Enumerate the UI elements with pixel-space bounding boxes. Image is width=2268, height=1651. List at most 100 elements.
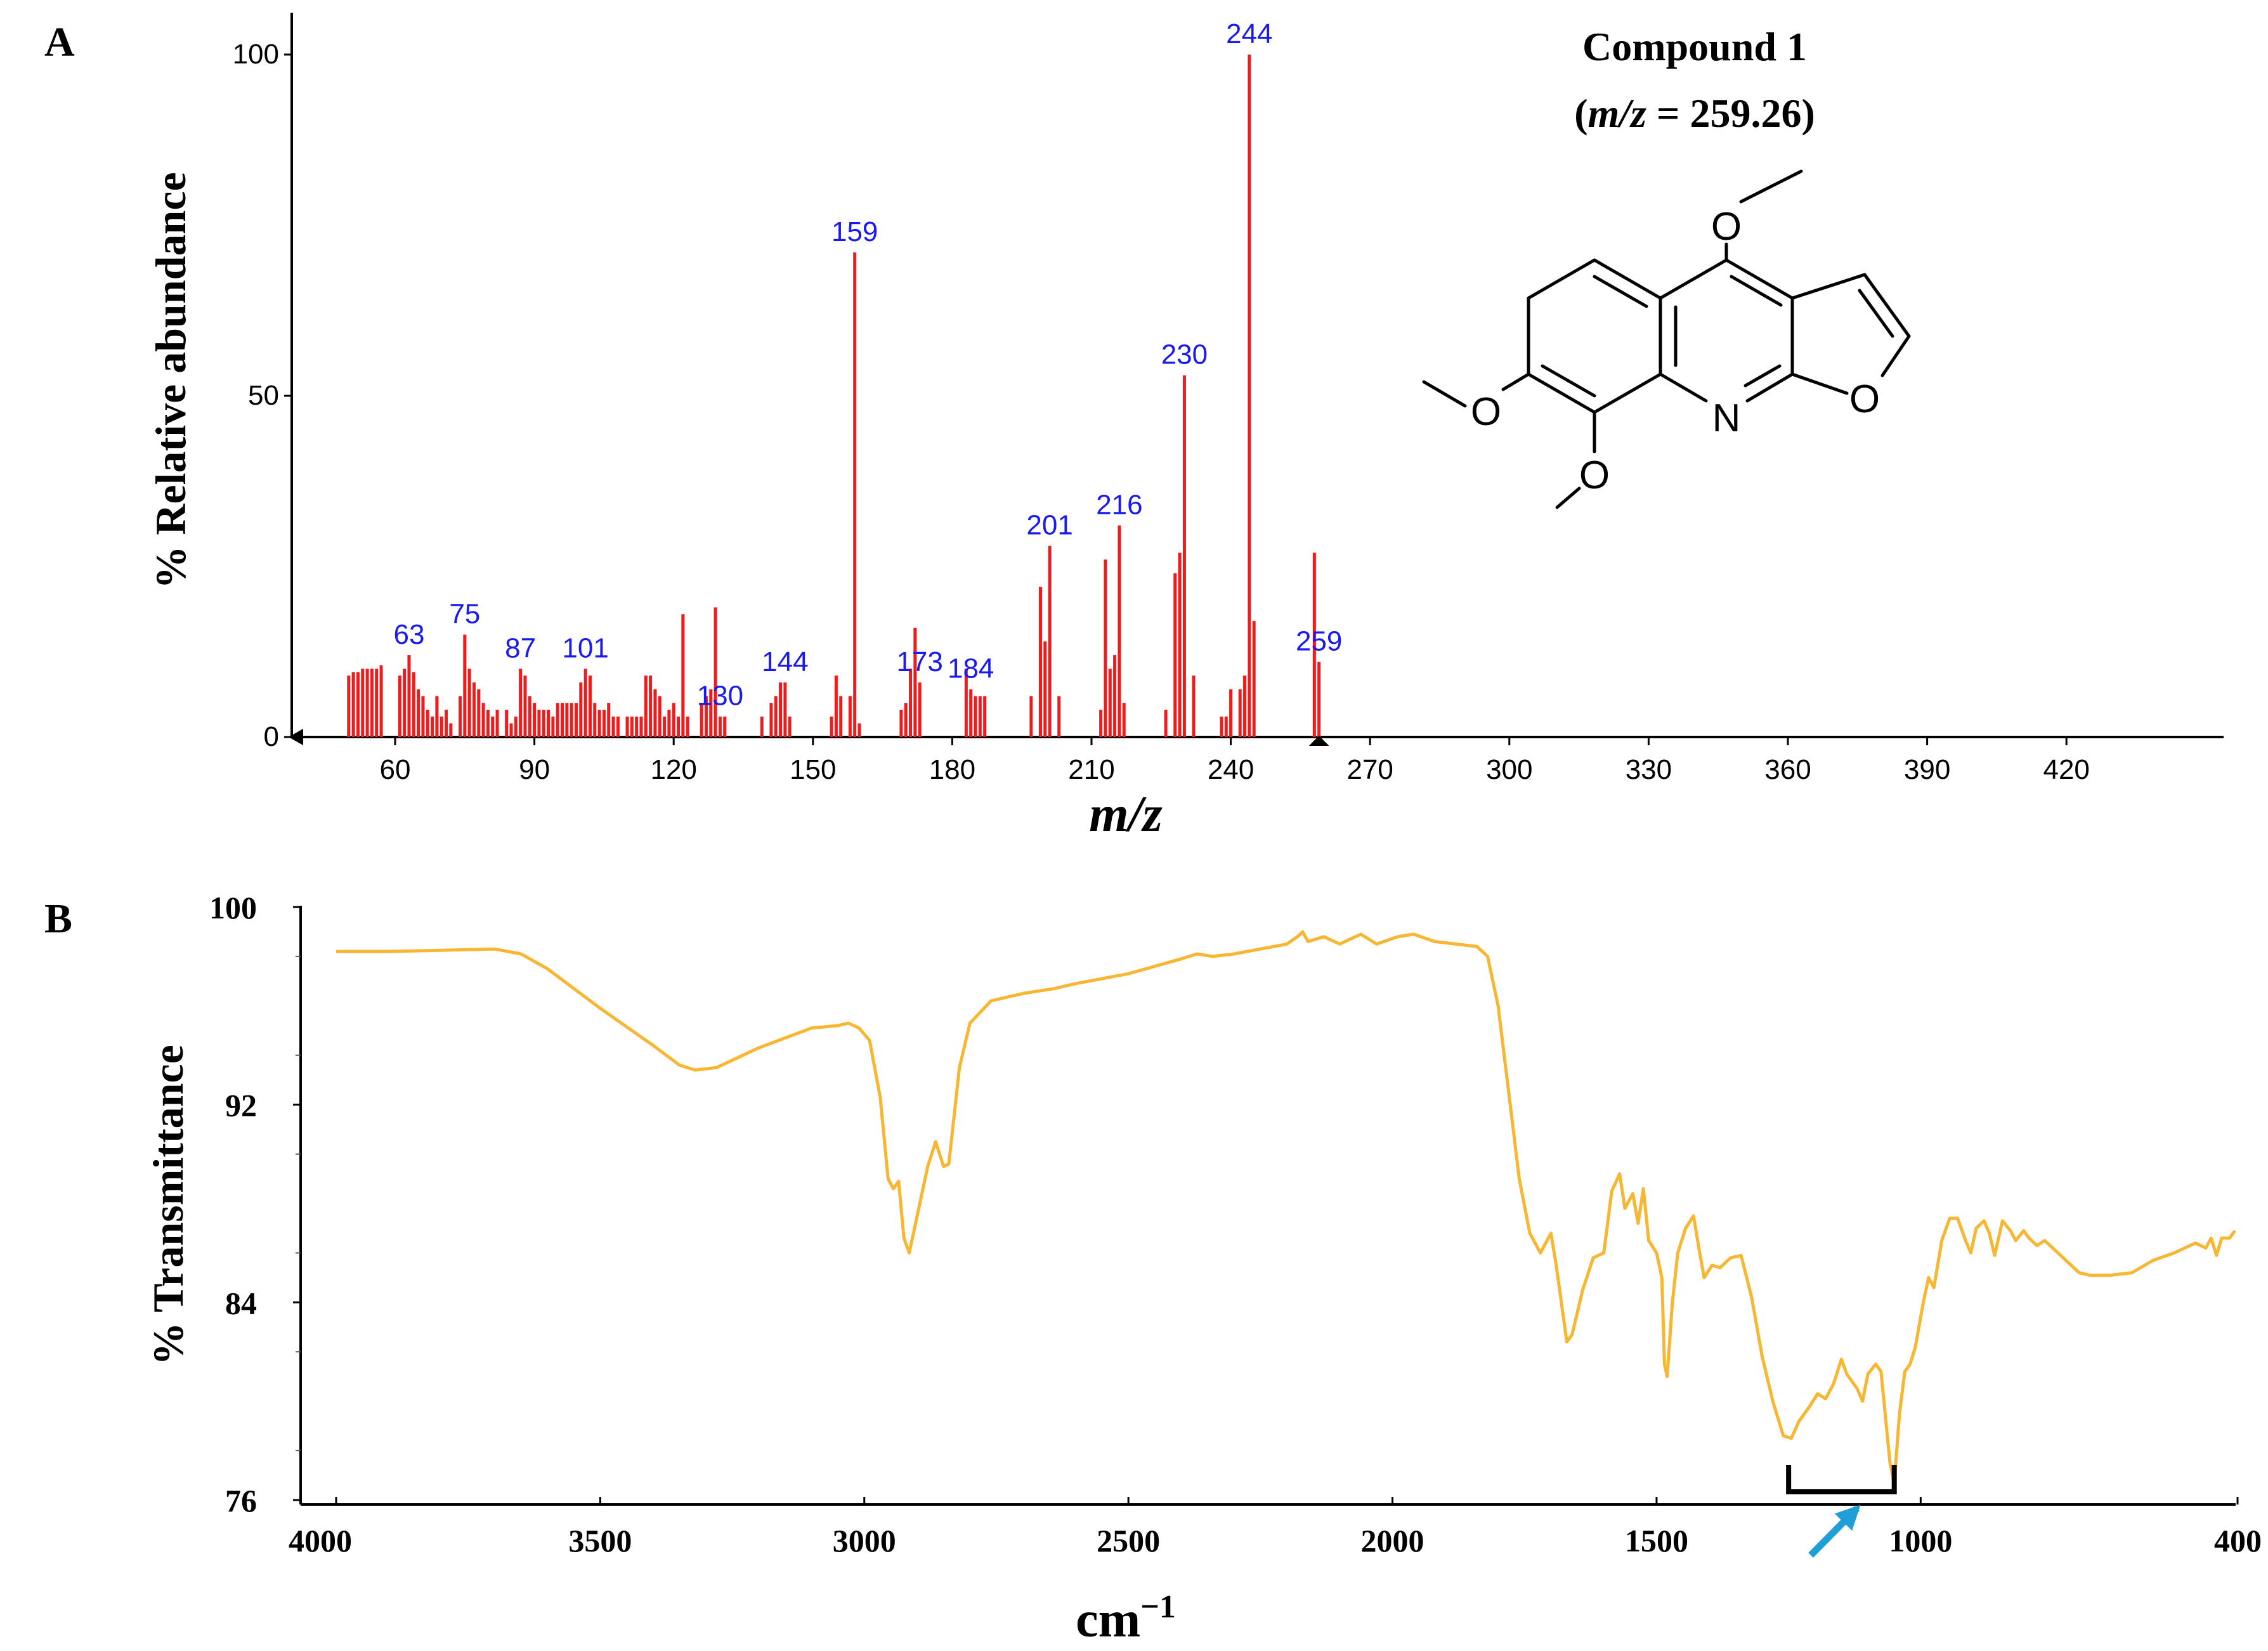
ir-x-tick-label: 4000: [289, 1523, 352, 1558]
ms-peak-bar: [913, 627, 917, 737]
ms-peak-bar: [969, 689, 973, 737]
ms-peak-bar: [667, 709, 671, 737]
bond: [1858, 289, 1894, 338]
ir-x-axis-label: cm−1: [1076, 1589, 1176, 1648]
ms-peak-bar: [630, 716, 634, 737]
ir-x-tick-label: 1000: [1889, 1523, 1952, 1558]
bond: [1527, 372, 1596, 414]
ms-peak-bar: [514, 716, 518, 737]
ms-peak-label: 201: [1026, 510, 1072, 541]
ms-peak-bar: [556, 703, 559, 737]
ms-peak-bar: [1113, 655, 1117, 737]
bond: [1593, 258, 1662, 300]
ms-peak-bar: [570, 703, 573, 737]
ms-y-ticks: 0 50 100: [233, 39, 292, 752]
ms-axis-origin-arrow: [289, 729, 303, 745]
bond: [1724, 258, 1794, 300]
ms-peak-bar: [421, 696, 425, 737]
ms-peak-bar: [551, 716, 555, 737]
ms-peak-bar: [904, 703, 908, 737]
ms-peak-bar: [403, 669, 407, 737]
ms-peak-bar: [1220, 716, 1223, 737]
ms-peak-bar: [709, 689, 713, 737]
ms-peaks: [347, 55, 1321, 737]
ir-x-tick-label: 3000: [833, 1523, 896, 1558]
ir-spectrum-line: [336, 930, 2236, 1485]
ms-peak-bar: [1238, 689, 1242, 737]
ms-peak-bar: [663, 716, 667, 737]
ms-peak-bar: [1192, 675, 1196, 737]
ms-peak-bar: [574, 703, 578, 737]
ms-peak-bar: [635, 716, 639, 737]
ir-y-tick-label: 100: [209, 890, 257, 925]
ms-peak-bar: [857, 723, 861, 737]
ms-x-axis-label: m/z: [1089, 786, 1163, 842]
ms-x-tick-label: 90: [519, 754, 550, 785]
ms-peak-bar: [714, 607, 717, 737]
ms-x-ticks: 60 90 120 150 180 210 240 270 300 330 360 390 420: [380, 737, 2090, 785]
ms-peak-bar: [440, 716, 443, 737]
ms-peak-label: 244: [1226, 18, 1272, 49]
ms-peak-bar: [848, 696, 852, 737]
ms-peak-bar: [528, 696, 531, 737]
ms-peak-bar: [561, 703, 564, 737]
ms-peak-bar: [649, 675, 653, 737]
ir-y-tick-label: 84: [225, 1285, 257, 1321]
ms-x-tick-label: 150: [790, 754, 836, 785]
ms-peak-label: 101: [562, 632, 608, 663]
ms-y-tick-label: 50: [248, 380, 279, 411]
ms-peak-bar: [918, 682, 922, 737]
ms-x-tick-label: 300: [1486, 754, 1532, 785]
bond: [1743, 364, 1782, 388]
ms-y-tick-label: 100: [233, 39, 279, 70]
ms-peak-bar: [431, 716, 434, 737]
compound-name: Compound 1: [1582, 24, 1807, 69]
panel-a-letter: A: [44, 19, 75, 65]
ms-peak-bar: [983, 696, 987, 737]
ms-peak-bar: [537, 709, 541, 737]
ms-peak-bar: [644, 675, 648, 737]
ms-peak-bar: [1038, 587, 1042, 737]
ms-x-tick-label: 360: [1764, 754, 1811, 785]
ms-x-tick-label: 60: [380, 754, 411, 785]
ms-x-tick-label: 210: [1068, 754, 1114, 785]
ms-peak-bar: [853, 252, 857, 737]
bond: [1422, 380, 1467, 408]
ms-peak-bar: [365, 669, 369, 737]
ms-x-tick-label: 180: [929, 754, 975, 785]
ms-peak-bar: [542, 709, 545, 737]
ms-peak-bar: [909, 669, 913, 737]
ms-peak-bar: [1173, 573, 1177, 737]
ir-y-tick-label: 92: [225, 1088, 257, 1123]
ms-peak-bar: [616, 716, 620, 737]
ms-peak-label: 259: [1296, 626, 1342, 657]
precursor-marker: [1308, 736, 1329, 746]
ms-y-axis-label: % Relative abundance: [147, 172, 195, 589]
ms-peak-bar: [1057, 696, 1061, 737]
ms-peak-bar: [639, 716, 643, 737]
ms-peak-bar: [607, 703, 611, 737]
ms-peak-bar: [1118, 525, 1121, 737]
bond: [1863, 273, 1911, 338]
bond: [1501, 372, 1530, 391]
ms-peak-bar: [375, 669, 379, 737]
ms-peak-bar: [509, 723, 513, 737]
ms-peak-bar: [445, 709, 448, 737]
region-bracket: [1786, 1465, 1897, 1494]
ms-peak-bar: [1317, 662, 1321, 737]
ms-peak-bar: [653, 689, 657, 737]
ms-peak-bar: [523, 675, 527, 737]
ms-peak-bar: [658, 696, 662, 737]
ms-peak-bar: [435, 696, 439, 737]
bond: [1593, 275, 1648, 308]
ms-x-tick-label: 420: [2043, 754, 2089, 785]
ms-peak-label: 130: [697, 681, 743, 712]
ms-peak-label: 144: [762, 646, 808, 677]
region-arrow: [1808, 1504, 1861, 1558]
ms-peak-bar: [625, 716, 629, 737]
ms-peak-bar: [1099, 709, 1103, 737]
ms-peak-bar: [505, 709, 509, 737]
atom-labels: O N O O O: [1471, 205, 1880, 497]
ms-peak-bar: [463, 634, 467, 737]
